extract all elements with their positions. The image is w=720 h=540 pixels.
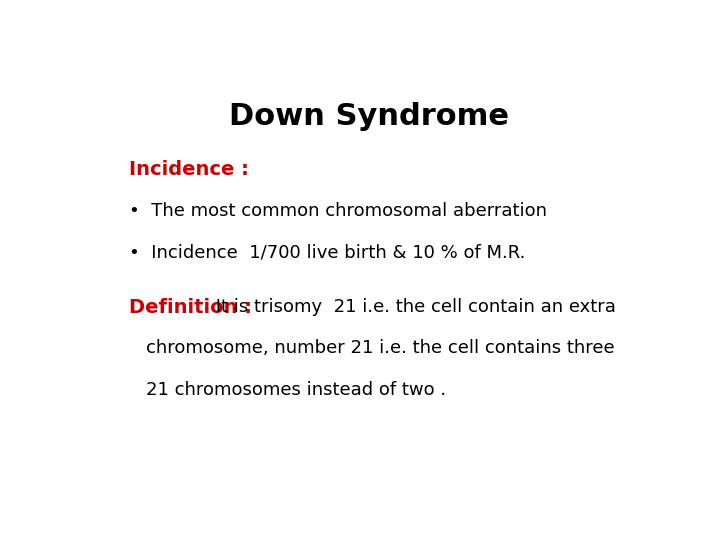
- Text: Down Syndrome: Down Syndrome: [229, 102, 509, 131]
- Text: It is trisomy  21 i.e. the cell contain an extra: It is trisomy 21 i.e. the cell contain a…: [210, 298, 616, 316]
- Text: •  The most common chromosomal aberration: • The most common chromosomal aberration: [129, 202, 547, 220]
- Text: Definition :: Definition :: [129, 298, 252, 316]
- Text: chromosome, number 21 i.e. the cell contains three: chromosome, number 21 i.e. the cell cont…: [145, 339, 614, 357]
- Text: 21 chromosomes instead of two .: 21 chromosomes instead of two .: [145, 381, 446, 399]
- Text: Incidence :: Incidence :: [129, 160, 249, 179]
- Text: •  Incidence  1/700 live birth & 10 % of M.R.: • Incidence 1/700 live birth & 10 % of M…: [129, 244, 526, 261]
